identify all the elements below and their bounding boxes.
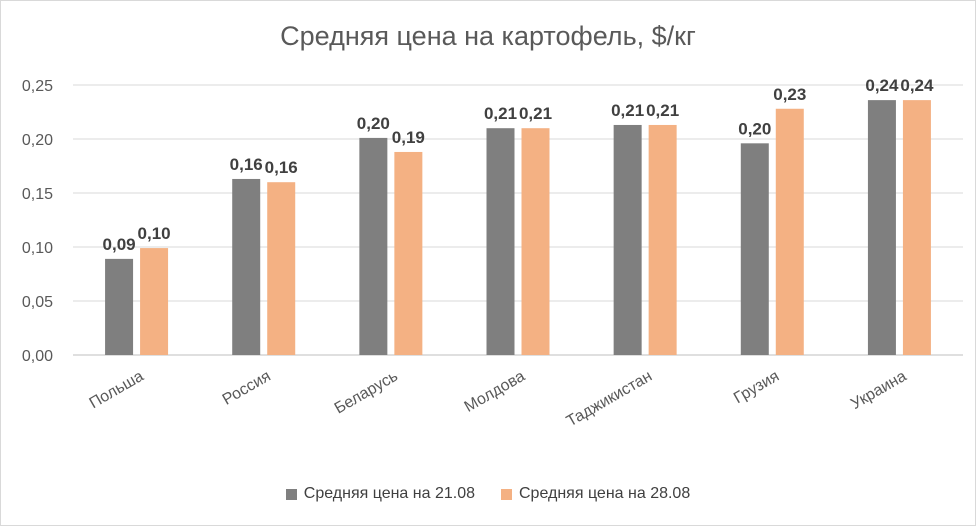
legend-item-series-2: Средняя цена на 28.08 [501,485,690,503]
y-tick-label: 0,00 [22,348,53,365]
data-label: 0,21 [484,104,517,123]
y-tick-label: 0,15 [22,186,53,203]
x-tick-label: Польша [87,368,147,412]
bar-1 [232,178,261,355]
data-label: 0,21 [611,101,644,120]
bar-chart: 0,000,050,100,150,200,250,090,10Польша0,… [22,76,963,431]
bar-2 [902,100,931,356]
y-tick-label: 0,05 [22,294,53,311]
bar-1 [867,100,896,356]
x-tick-label: Беларусь [332,368,401,418]
x-tick-label: Таджикистан [564,368,655,431]
y-tick-label: 0,10 [22,240,53,257]
bar-2 [267,182,296,355]
x-tick-label: Украина [848,368,909,413]
data-label: 0,21 [646,101,679,120]
data-label: 0,10 [138,224,171,243]
data-label: 0,16 [265,158,298,177]
data-label: 0,20 [357,114,390,133]
bar-1 [613,124,642,356]
data-label: 0,16 [230,155,263,174]
legend-item-series-1: Средняя цена на 21.08 [285,485,475,503]
x-tick-label: Молдова [462,368,528,416]
bar-2 [394,151,423,355]
bar-1 [740,143,769,355]
bar-2 [140,248,169,355]
legend-swatch-series-1 [285,488,297,500]
bar-1 [486,128,515,355]
bar-2 [648,124,677,356]
legend-label-series-1: Средняя цена на 21.08 [303,485,475,502]
bar-1 [359,137,388,355]
legend-swatch-series-2 [501,488,512,500]
data-label: 0,24 [900,76,934,95]
data-label: 0,09 [103,235,136,254]
bar-2 [775,108,804,355]
data-label: 0,20 [738,119,771,138]
data-label: 0,19 [392,128,425,147]
data-label: 0,23 [773,85,806,104]
legend-label-series-2: Средняя цена на 28.08 [519,485,691,502]
y-tick-label: 0,25 [22,78,53,95]
bar-2 [521,128,550,355]
x-tick-label: Россия [220,368,274,409]
data-label: 0,21 [519,104,552,123]
chart-title: Средняя цена на картофель, $/кг [280,21,696,51]
bar-1 [105,258,134,355]
x-tick-label: Грузия [731,368,782,407]
y-tick-label: 0,20 [22,132,53,149]
chart-legend: Средняя цена на 21.08 Средняя цена на 28… [1,485,975,503]
data-label: 0,24 [865,76,899,95]
